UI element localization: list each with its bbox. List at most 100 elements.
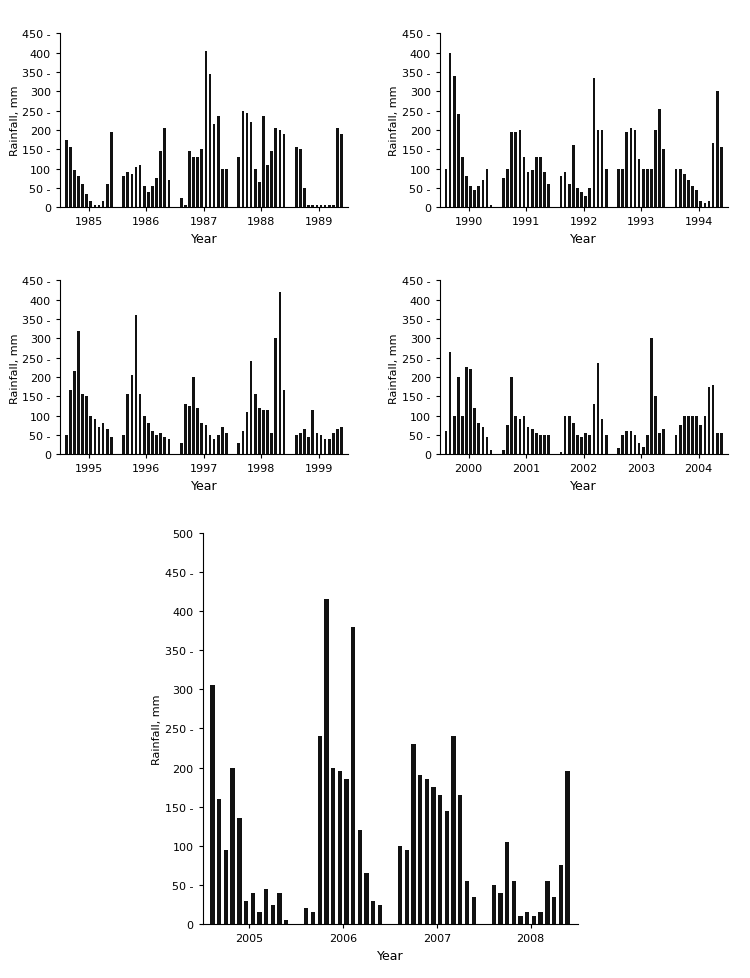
Bar	[445, 431, 447, 455]
Bar	[284, 920, 289, 924]
Bar	[86, 397, 88, 455]
Bar	[299, 433, 302, 455]
Bar	[122, 177, 125, 208]
Bar	[164, 437, 166, 455]
Bar	[251, 893, 255, 924]
Bar	[139, 395, 142, 455]
Bar	[262, 411, 265, 455]
Bar	[102, 202, 104, 208]
Bar	[646, 169, 649, 208]
Bar	[257, 912, 262, 924]
Bar	[217, 117, 220, 208]
Bar	[371, 901, 376, 924]
Bar	[246, 413, 248, 455]
Bar	[316, 206, 318, 208]
Bar	[617, 449, 620, 455]
Bar	[675, 169, 677, 208]
Bar	[254, 395, 257, 455]
Bar	[238, 157, 240, 208]
Bar	[266, 165, 269, 208]
X-axis label: Year: Year	[190, 479, 217, 492]
Bar	[605, 169, 608, 208]
Bar	[295, 435, 298, 455]
Bar	[69, 391, 71, 455]
Bar	[320, 435, 322, 455]
Bar	[538, 912, 543, 924]
X-axis label: Year: Year	[190, 233, 217, 245]
Bar	[658, 433, 661, 455]
Bar	[210, 686, 214, 924]
Bar	[320, 206, 322, 208]
Bar	[605, 435, 608, 455]
Bar	[308, 206, 310, 208]
Bar	[526, 427, 530, 455]
Bar	[110, 437, 112, 455]
Bar	[262, 117, 265, 208]
Bar	[601, 420, 604, 455]
Bar	[258, 409, 261, 455]
Bar	[89, 417, 92, 455]
Bar	[461, 417, 464, 455]
Bar	[584, 197, 587, 208]
Bar	[539, 435, 542, 455]
Bar	[89, 202, 92, 208]
Bar	[167, 439, 170, 455]
Bar	[250, 362, 253, 455]
Bar	[452, 736, 456, 924]
Bar	[217, 435, 220, 455]
Bar	[200, 423, 203, 455]
Bar	[473, 191, 476, 208]
Bar	[708, 202, 710, 208]
Bar	[650, 339, 652, 455]
Bar	[592, 78, 596, 208]
Bar	[548, 185, 550, 208]
Bar	[196, 409, 199, 455]
Bar	[448, 352, 452, 455]
Bar	[712, 385, 715, 455]
Bar	[221, 169, 224, 208]
Bar	[478, 423, 480, 455]
Bar	[511, 133, 513, 208]
Bar	[77, 177, 80, 208]
Bar	[687, 181, 690, 208]
Bar	[704, 204, 706, 208]
Bar	[299, 150, 302, 208]
Bar	[629, 431, 632, 455]
Bar	[98, 427, 100, 455]
Bar	[303, 189, 306, 208]
Bar	[675, 435, 677, 455]
Bar	[196, 157, 199, 208]
Bar	[695, 191, 698, 208]
Bar	[209, 74, 212, 208]
Bar	[465, 177, 468, 208]
Bar	[498, 893, 502, 924]
Bar	[324, 206, 326, 208]
Y-axis label: Rainfall, mm: Rainfall, mm	[152, 693, 162, 764]
X-axis label: Year: Year	[376, 949, 404, 961]
Bar	[545, 881, 550, 924]
Bar	[270, 152, 273, 208]
Bar	[621, 169, 624, 208]
Bar	[482, 427, 484, 455]
Bar	[244, 901, 248, 924]
Bar	[457, 378, 460, 455]
Bar	[324, 439, 326, 455]
Bar	[445, 811, 449, 924]
Bar	[328, 439, 331, 455]
Bar	[679, 425, 682, 455]
Bar	[491, 885, 496, 924]
Bar	[580, 193, 583, 208]
Bar	[526, 173, 530, 208]
Bar	[102, 423, 104, 455]
Bar	[311, 411, 314, 455]
Bar	[470, 370, 472, 455]
Bar	[453, 417, 455, 455]
Bar	[572, 147, 574, 208]
Bar	[205, 425, 207, 455]
Bar	[316, 433, 318, 455]
Bar	[584, 433, 587, 455]
Bar	[266, 411, 269, 455]
Bar	[184, 405, 187, 455]
Bar	[98, 206, 100, 208]
Bar	[250, 123, 253, 208]
